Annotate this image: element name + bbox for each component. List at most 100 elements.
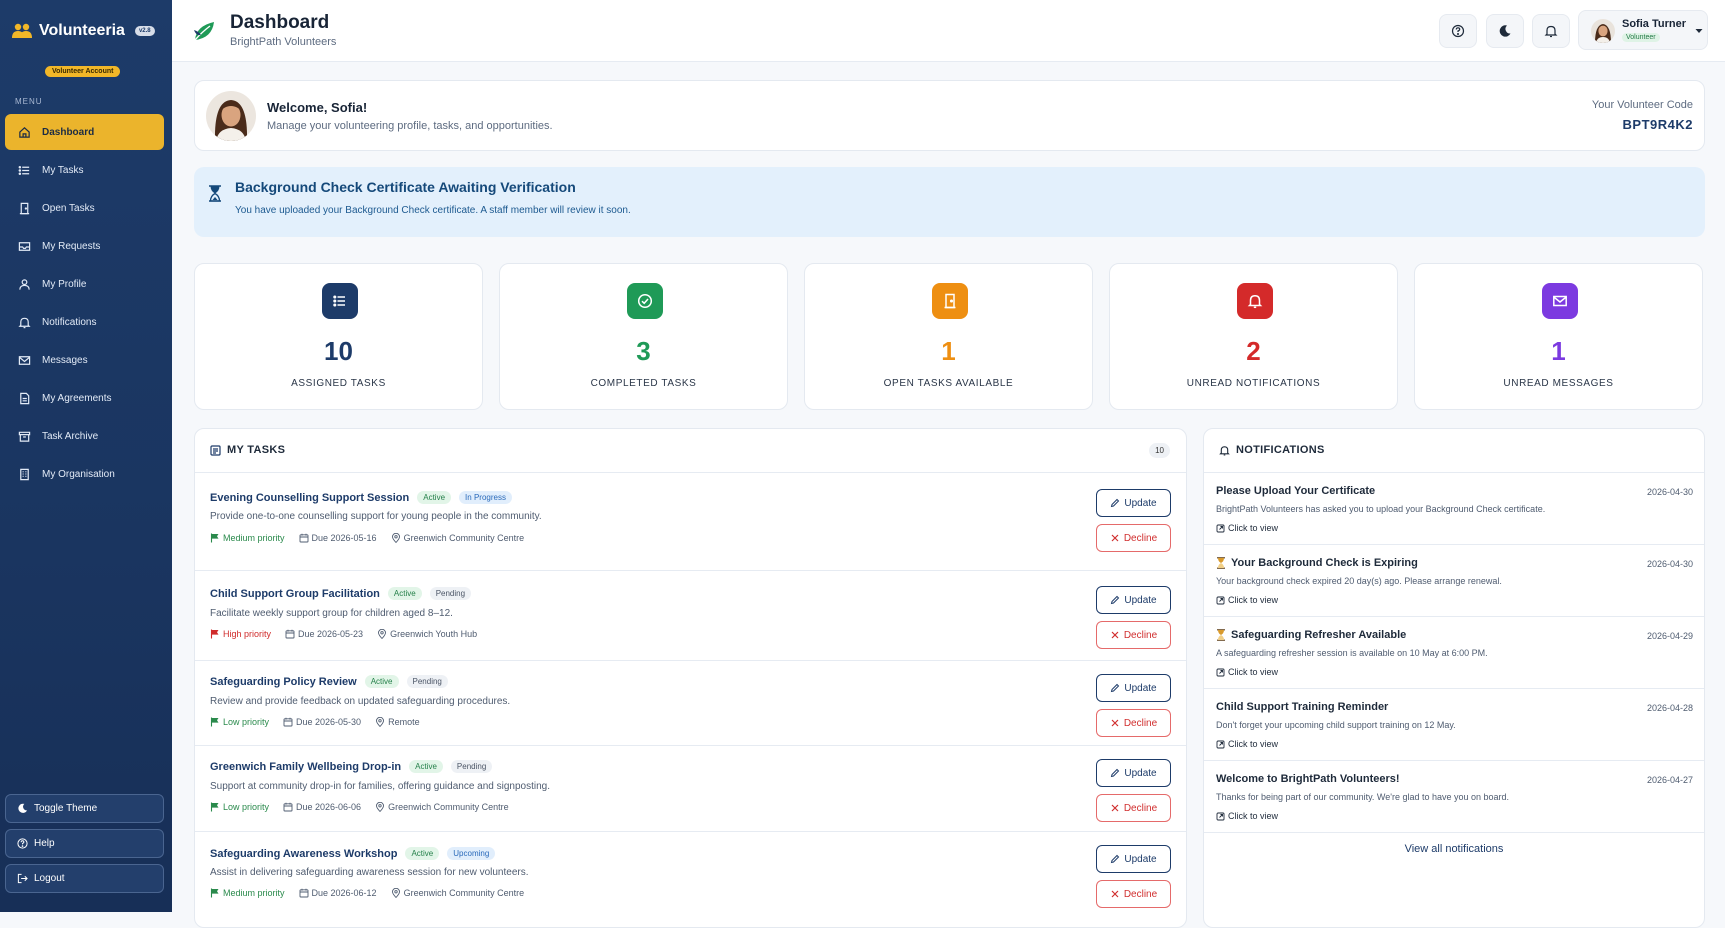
sidebar-item-my-profile[interactable]: My Profile bbox=[5, 266, 164, 302]
user-photo-icon bbox=[206, 91, 256, 141]
sidebar-item-my-agreements[interactable]: My Agreements bbox=[5, 380, 164, 416]
view-all-notifications-link[interactable]: View all notifications bbox=[1404, 843, 1504, 855]
stat-unread-messages[interactable]: 1 UNREAD MESSAGES bbox=[1414, 263, 1703, 410]
task-priority-text: High priority bbox=[223, 629, 272, 639]
theme-toggle-button[interactable] bbox=[1486, 14, 1524, 48]
task-location: Remote bbox=[375, 717, 420, 727]
task-due: Due 2026-05-23 bbox=[285, 629, 363, 639]
alert-title: Background Check Certificate Awaiting Ve… bbox=[235, 179, 576, 195]
account-badge: Volunteer Account bbox=[45, 66, 121, 77]
sidebar-nav: Dashboard My Tasks Open Tasks My Request… bbox=[5, 114, 164, 494]
pencil-icon bbox=[1111, 498, 1120, 508]
sidebar-item-dashboard[interactable]: Dashboard bbox=[5, 114, 164, 150]
flag-icon bbox=[210, 888, 219, 898]
external-link-icon bbox=[1216, 740, 1225, 748]
sidebar-item-messages[interactable]: Messages bbox=[5, 342, 164, 378]
task-priority: Medium priority bbox=[210, 888, 285, 898]
notification-view-link[interactable]: Click to view bbox=[1216, 667, 1278, 677]
close-icon bbox=[1111, 890, 1119, 898]
sidebar-item-my-tasks[interactable]: My Tasks bbox=[5, 152, 164, 188]
decline-task-button[interactable]: Decline bbox=[1096, 524, 1171, 552]
task-description: Review and provide feedback on updated s… bbox=[210, 696, 511, 707]
welcome-subtitle: Manage your volunteering profile, tasks,… bbox=[267, 120, 553, 132]
help-icon-button[interactable] bbox=[1439, 14, 1477, 48]
notification-item[interactable]: Safeguarding Refresher Available 2026-04… bbox=[1204, 617, 1704, 689]
status-badge: Pending bbox=[406, 675, 448, 688]
update-task-button[interactable]: Update bbox=[1096, 759, 1171, 787]
notification-title-text: Please Upload Your Certificate bbox=[1216, 485, 1376, 497]
sidebar-item-my-organisation[interactable]: My Organisation bbox=[5, 456, 164, 492]
clipboard-icon bbox=[210, 444, 221, 456]
notification-title: Welcome to BrightPath Volunteers! bbox=[1216, 773, 1400, 785]
notification-view-link[interactable]: Click to view bbox=[1216, 811, 1278, 821]
home-icon bbox=[19, 126, 30, 138]
notifications-button[interactable] bbox=[1532, 14, 1570, 48]
task-title[interactable]: Evening Counselling Support Session Acti… bbox=[210, 491, 512, 504]
calendar-icon bbox=[283, 802, 293, 812]
stat-open-tasks[interactable]: 1 OPEN TASKS AVAILABLE bbox=[804, 263, 1093, 410]
notification-item[interactable]: Child Support Training Reminder 2026-04-… bbox=[1204, 689, 1704, 761]
update-task-button[interactable]: Update bbox=[1096, 674, 1171, 702]
update-task-button[interactable]: Update bbox=[1096, 586, 1171, 614]
task-description: Provide one-to-one counselling support f… bbox=[210, 511, 542, 522]
sidebar-item-my-requests[interactable]: My Requests bbox=[5, 228, 164, 264]
task-title[interactable]: Safeguarding Policy Review Active Pendin… bbox=[210, 675, 448, 688]
stat-completed-tasks[interactable]: 3 COMPLETED TASKS bbox=[499, 263, 788, 410]
external-link-icon bbox=[1216, 524, 1225, 532]
stat-unread-notifications[interactable]: 2 UNREAD NOTIFICATIONS bbox=[1109, 263, 1398, 410]
sidebar-item-open-tasks[interactable]: Open Tasks bbox=[5, 190, 164, 226]
notification-view-link[interactable]: Click to view bbox=[1216, 595, 1278, 605]
hourglass-icon bbox=[209, 185, 221, 202]
task-due-text: Due 2026-06-12 bbox=[311, 888, 377, 898]
notification-date: 2026-04-30 bbox=[1646, 559, 1693, 569]
leaf-logo-icon bbox=[194, 22, 214, 41]
stat-icon-box bbox=[627, 283, 663, 319]
decline-task-button[interactable]: Decline bbox=[1096, 709, 1171, 737]
task-description: Assist in delivering safeguarding awaren… bbox=[210, 867, 529, 878]
notification-title-text: Your Background Check is Expiring bbox=[1231, 557, 1418, 569]
sidebar-item-notifications[interactable]: Notifications bbox=[5, 304, 164, 340]
task-title[interactable]: Child Support Group Facilitation Active … bbox=[210, 587, 472, 600]
decline-label: Decline bbox=[1123, 629, 1158, 641]
list-icon bbox=[18, 165, 30, 175]
toggle-theme-button[interactable]: Toggle Theme bbox=[5, 794, 164, 823]
update-task-button[interactable]: Update bbox=[1096, 489, 1171, 517]
user-menu[interactable]: Sofia Turner Volunteer bbox=[1578, 10, 1708, 50]
user-name: Sofia Turner bbox=[1622, 18, 1686, 30]
notification-text: BrightPath Volunteers has asked you to u… bbox=[1216, 504, 1546, 514]
brand[interactable]: Volunteeria v2.8 bbox=[12, 20, 155, 42]
calendar-icon bbox=[283, 717, 293, 727]
task-due: Due 2026-06-06 bbox=[283, 802, 361, 812]
notification-text: Your background check expired 20 day(s) … bbox=[1216, 576, 1502, 586]
notification-text: Don't forget your upcoming child support… bbox=[1216, 720, 1456, 730]
task-location: Greenwich Community Centre bbox=[391, 533, 524, 543]
version-badge: v2.8 bbox=[134, 26, 155, 36]
tasks-panel-header: MY TASKS 10 bbox=[195, 429, 1186, 473]
notification-item[interactable]: Please Upload Your Certificate 2026-04-3… bbox=[1204, 473, 1704, 545]
tasks-title-text: MY TASKS bbox=[227, 444, 286, 456]
notification-view-link[interactable]: Click to view bbox=[1216, 523, 1278, 533]
help-button[interactable]: Help bbox=[5, 829, 164, 858]
status-badge: Active bbox=[409, 760, 443, 773]
task-title[interactable]: Greenwich Family Wellbeing Drop-in Activ… bbox=[210, 760, 493, 773]
notification-view-link[interactable]: Click to view bbox=[1216, 739, 1278, 749]
stat-icon-box bbox=[1237, 283, 1273, 319]
external-link-icon bbox=[1216, 812, 1225, 820]
decline-task-button[interactable]: Decline bbox=[1096, 794, 1171, 822]
notification-item[interactable]: Welcome to BrightPath Volunteers! 2026-0… bbox=[1204, 761, 1704, 833]
sidebar-item-task-archive[interactable]: Task Archive bbox=[5, 418, 164, 454]
notification-title: Your Background Check is Expiring bbox=[1216, 557, 1418, 569]
decline-task-button[interactable]: Decline bbox=[1096, 880, 1171, 908]
task-title-text: Child Support Group Facilitation bbox=[210, 587, 380, 600]
update-task-button[interactable]: Update bbox=[1096, 845, 1171, 873]
stat-icon-box bbox=[322, 283, 358, 319]
decline-task-button[interactable]: Decline bbox=[1096, 621, 1171, 649]
notification-title: Child Support Training Reminder bbox=[1216, 701, 1388, 713]
stat-assigned-tasks[interactable]: 10 ASSIGNED TASKS bbox=[194, 263, 483, 410]
logout-button[interactable]: Logout bbox=[5, 864, 164, 893]
task-title[interactable]: Safeguarding Awareness Workshop Active U… bbox=[210, 847, 496, 860]
task-row: Child Support Group Facilitation Active … bbox=[195, 571, 1186, 661]
task-title-text: Greenwich Family Wellbeing Drop-in bbox=[210, 760, 402, 773]
task-meta: Low priority Due 2026-06-06 Greenwich Co… bbox=[210, 802, 523, 812]
notification-item[interactable]: Your Background Check is Expiring 2026-0… bbox=[1204, 545, 1704, 617]
